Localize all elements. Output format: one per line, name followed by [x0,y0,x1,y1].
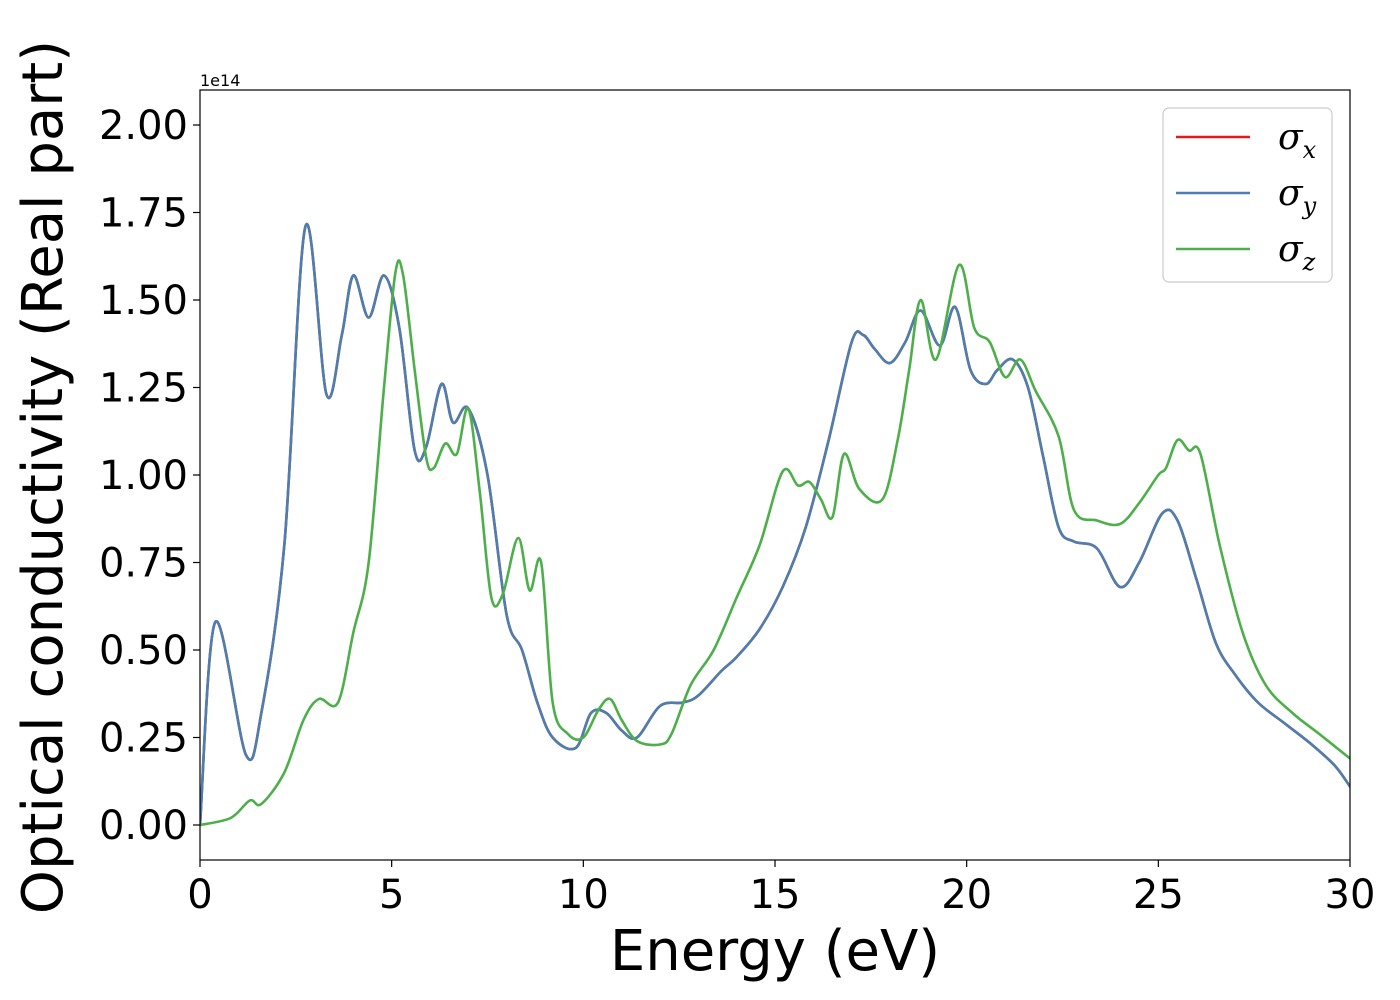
y-tick-label: 0.00 [99,803,188,849]
legend-label-z: σz [1278,229,1316,276]
legend-label-x: σx [1278,117,1317,164]
y-offset-label: 1e14 [200,71,240,90]
legend-symbol: σ [1278,229,1304,270]
legend-box [1162,107,1333,283]
y-tick-label: 1.25 [99,366,188,412]
series-line-y [200,222,1350,827]
y-tick-label: 1.50 [99,278,188,324]
y-tick-label: 1.75 [99,191,188,237]
plot-area [200,222,1350,827]
legend-symbol: σ [1278,117,1304,158]
y-tick-label: 0.50 [99,628,188,674]
x-tick-label: 10 [558,872,609,918]
x-tick-label: 5 [379,872,404,918]
x-axis: 0 5 10 15 20 25 30 [187,860,1375,918]
y-tick-label: 0.25 [99,716,188,762]
y-axis-title: Optical conductivity (Real part) [11,40,76,914]
x-tick-label: 30 [1325,872,1376,918]
x-tick-label: 15 [750,872,801,918]
x-axis-title: Energy (eV) [610,919,940,984]
y-axis: 0.00 0.25 0.50 0.75 1.00 1.25 1.50 1.75 2.00 [99,103,200,849]
y-tick-label: 2.00 [99,103,188,149]
legend-subscript: z [1302,248,1316,276]
x-tick-label: 20 [941,872,992,918]
legend-label-y: σy [1278,173,1317,220]
series-line-z [200,259,1350,827]
y-tick-label: 0.75 [99,541,188,587]
x-tick-label: 25 [1133,872,1184,918]
legend-subscript: y [1302,192,1317,220]
y-tick-label: 1.00 [99,453,188,499]
x-tick-label: 0 [187,872,212,918]
legend-symbol: σ [1278,173,1304,214]
legend-subscript: x [1303,136,1317,164]
